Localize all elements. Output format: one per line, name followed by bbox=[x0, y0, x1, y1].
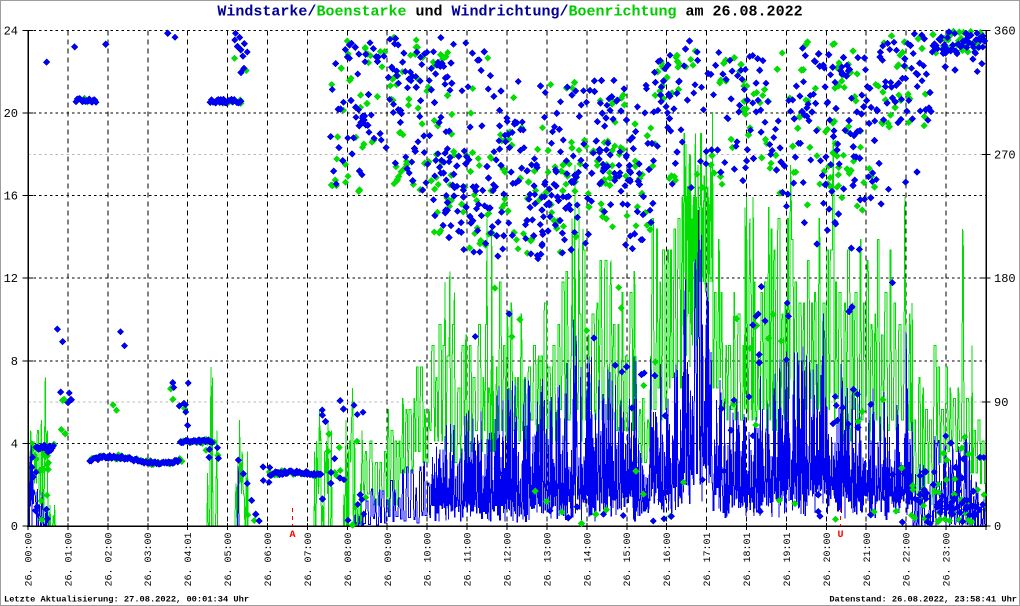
svg-text:26. 09:00: 26. 09:00 bbox=[384, 533, 395, 587]
svg-text:26. 16:00: 26. 16:00 bbox=[663, 533, 674, 587]
svg-text:26. 12:00: 26. 12:00 bbox=[504, 533, 515, 587]
svg-text:26. 02:00: 26. 02:00 bbox=[104, 533, 115, 587]
svg-text:U: U bbox=[837, 530, 843, 541]
svg-text:24: 24 bbox=[4, 25, 18, 39]
svg-text:26. 22:00: 26. 22:00 bbox=[903, 533, 914, 587]
svg-text:26. 13:00: 26. 13:00 bbox=[543, 533, 554, 587]
svg-text:26. 14:00: 26. 14:00 bbox=[583, 533, 594, 587]
svg-text:26. 11:00: 26. 11:00 bbox=[464, 533, 475, 587]
svg-text:0: 0 bbox=[11, 520, 18, 534]
svg-text:180: 180 bbox=[994, 272, 1016, 286]
svg-text:90: 90 bbox=[994, 396, 1008, 410]
svg-text:26. 01:00: 26. 01:00 bbox=[64, 533, 75, 587]
svg-text:360: 360 bbox=[994, 25, 1016, 39]
svg-text:26. 06:00: 26. 06:00 bbox=[264, 533, 275, 587]
svg-text:26. 17:01: 26. 17:01 bbox=[703, 533, 714, 587]
svg-text:26. 15:00: 26. 15:00 bbox=[623, 533, 634, 587]
svg-text:26. 03:00: 26. 03:00 bbox=[144, 533, 155, 587]
svg-text:26. 19:01: 26. 19:01 bbox=[783, 533, 794, 587]
svg-text:8: 8 bbox=[11, 355, 18, 369]
svg-text:0: 0 bbox=[994, 520, 1001, 534]
svg-text:26. 10:00: 26. 10:00 bbox=[424, 533, 435, 587]
svg-text:26. 08:00: 26. 08:00 bbox=[344, 533, 355, 587]
svg-text:26. 05:00: 26. 05:00 bbox=[224, 533, 235, 587]
svg-text:16: 16 bbox=[4, 190, 18, 204]
svg-text:26. 20:00: 26. 20:00 bbox=[823, 533, 834, 587]
svg-text:Letzte Aktualisierung: 27.08.2: Letzte Aktualisierung: 27.08.2022, 00:01… bbox=[4, 595, 249, 605]
svg-text:26. 21:00: 26. 21:00 bbox=[863, 533, 874, 587]
svg-text:26. 18:01: 26. 18:01 bbox=[743, 533, 754, 587]
svg-text:26. 04:01: 26. 04:01 bbox=[184, 533, 195, 587]
svg-text:Datenstand: 26.08.2022, 23:58:: Datenstand: 26.08.2022, 23:58:41 Uhr bbox=[829, 595, 1017, 605]
svg-text:26. 23:00: 26. 23:00 bbox=[943, 533, 954, 587]
svg-text:26. 07:00: 26. 07:00 bbox=[304, 533, 315, 587]
svg-text:A: A bbox=[289, 530, 295, 541]
svg-text:270: 270 bbox=[994, 148, 1016, 162]
svg-text:26. 00:00: 26. 00:00 bbox=[25, 533, 36, 587]
svg-text:20: 20 bbox=[4, 107, 18, 121]
svg-text:4: 4 bbox=[11, 437, 18, 451]
svg-text:Windstarke/Boenstarke und Wind: Windstarke/Boenstarke und Windrichtung/B… bbox=[217, 4, 802, 21]
svg-text:12: 12 bbox=[4, 272, 18, 286]
